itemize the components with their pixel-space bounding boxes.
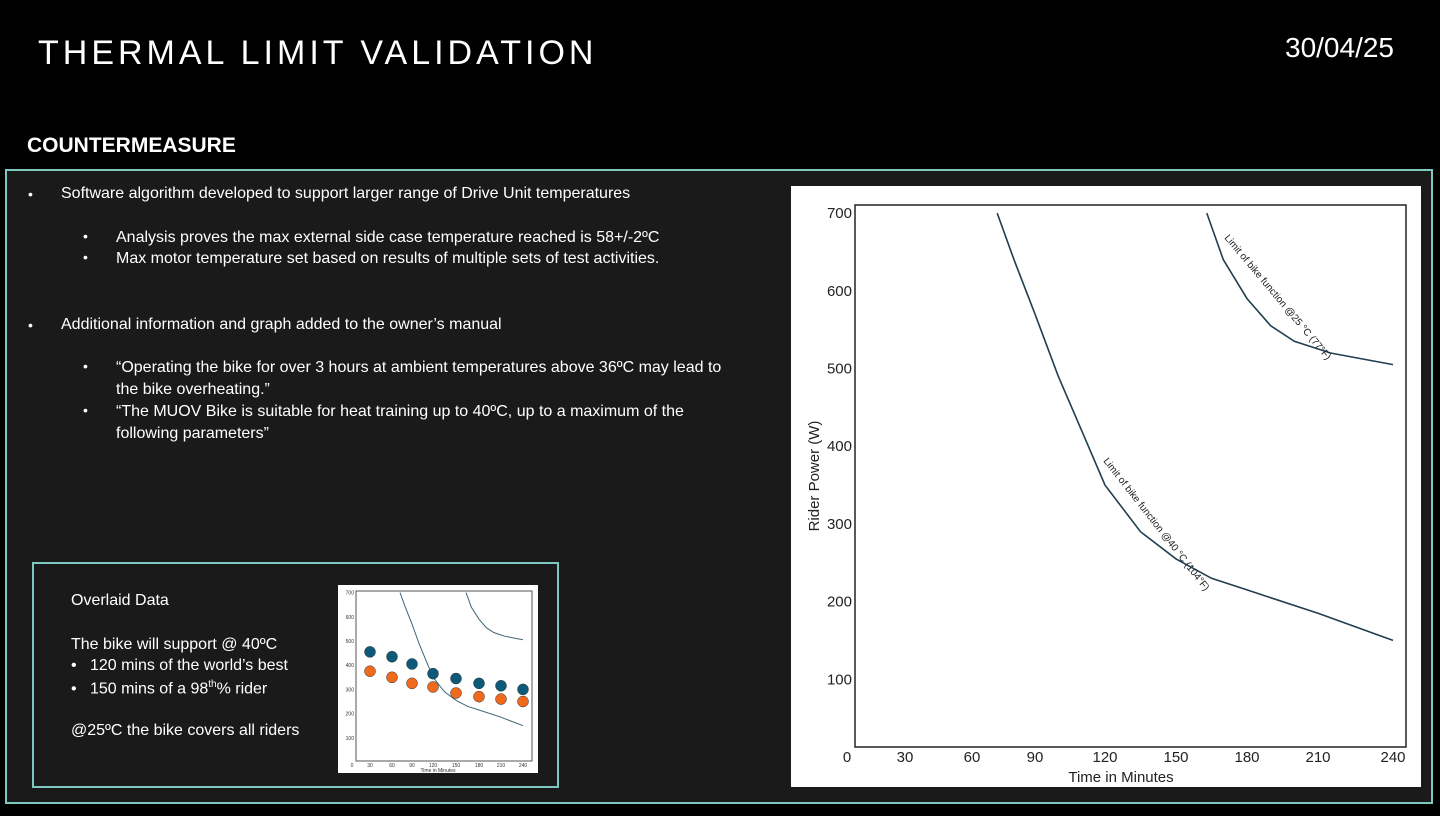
y-tick-label: 100 — [827, 671, 852, 688]
curve-label: Limit of bike function @25 °C (77°F) — [1222, 233, 1333, 363]
thumb-y-tick: 100 — [346, 736, 355, 742]
y-tick-label: 400 — [827, 438, 852, 455]
thumb-frame — [355, 590, 533, 762]
thumb-y-tick: 200 — [346, 712, 355, 718]
thumb-y-tick: 600 — [346, 615, 355, 621]
overlay-support: The bike will support @ 40ºC — [71, 636, 278, 653]
x-axis-label: Time in Minutes — [1068, 769, 1173, 786]
x-tick-label: 90 — [1027, 749, 1044, 766]
thumb-y-tick: 300 — [346, 687, 355, 693]
bullet-icon: • — [28, 186, 33, 202]
thumb-data-point — [386, 650, 398, 663]
sub-bullet-text: Analysis proves the max external side ca… — [116, 229, 660, 246]
thumb-x-label: Time in Minutes — [420, 768, 456, 773]
thumb-x-tick: 150 — [452, 763, 461, 769]
thumb-data-point — [406, 658, 418, 670]
thumb-data-point — [517, 695, 529, 708]
bullet-icon: • — [83, 249, 88, 265]
x-tick-label: 180 — [1234, 749, 1259, 766]
x-tick-label: 240 — [1380, 749, 1405, 766]
y-tick-label: 600 — [827, 283, 852, 300]
thumb-x-tick: 240 — [519, 763, 528, 769]
bullet-text: Additional information and graph added t… — [61, 316, 502, 333]
thumb-x-tick: 60 — [389, 763, 395, 769]
thumb-data-point — [517, 683, 529, 696]
bullet-icon: • — [28, 317, 33, 333]
overlay-item-text: % rider — [216, 680, 268, 698]
y-axis-label: Rider Power (W) — [806, 421, 823, 532]
thumb-data-point — [364, 665, 376, 677]
bullet-icon: • — [83, 228, 88, 244]
curve-label: Limit of bike function @40 °C (104°F) — [1101, 456, 1212, 593]
sub-bullet-text: “Operating the bike for over 3 hours at … — [116, 359, 722, 398]
y-tick-label: 300 — [827, 516, 852, 533]
overlaid-data-thumbnail: 0 30 60 90 120 150 180 210 240 100 200 300 400 500 600… — [338, 585, 538, 774]
thumb-x-tick: 210 — [497, 763, 506, 769]
thumb-limit-curve — [465, 592, 524, 641]
overlay-item: • 120 mins of the world’s best — [71, 657, 288, 674]
x-tick-label: 150 — [1163, 749, 1188, 766]
superscript: th — [208, 679, 217, 690]
x-tick-label: 60 — [964, 749, 981, 766]
overlay-item-text: 150 mins of a 98 — [89, 680, 209, 698]
overlay-item: • 150 mins of a 98th% rider — [71, 679, 268, 698]
slide-date: 30/04/25 — [1285, 32, 1394, 63]
bullet-icon: • — [83, 402, 88, 418]
thumb-data-point — [495, 680, 507, 692]
thumb-data-point — [473, 690, 485, 703]
thumbnail-chart: 0 30 60 90 120 150 180 210 240 100 200 300 400 500 600… — [346, 590, 533, 774]
y-tick-label: 200 — [827, 594, 852, 611]
thumb-x-tick: 0 — [351, 763, 354, 769]
sub-bullet-text: “The MUOV Bike is suitable for heat trai… — [116, 403, 684, 442]
thumb-y-tick: 400 — [346, 663, 355, 669]
section-title: COUNTERMEASURE — [27, 134, 236, 157]
thumb-x-tick: 180 — [475, 763, 484, 769]
x-tick-label: 30 — [897, 749, 914, 766]
plot-frame — [854, 204, 1407, 748]
thumb-x-tick: 120 — [429, 763, 438, 769]
x-tick-label: 210 — [1305, 749, 1330, 766]
limit-curve-25c — [1206, 212, 1394, 366]
overlay-note: @25ºC the bike covers all riders — [71, 722, 300, 739]
thumb-limit-curve — [399, 592, 524, 727]
main-chart-svg: 0 30 60 90 120 150 180 210 240 100 200 300 400 500 600… — [806, 204, 1407, 786]
thumb-x-tick: 30 — [367, 763, 373, 769]
thumb-data-point — [364, 646, 376, 658]
overlay-item-text: 120 mins of the world’s best — [89, 657, 288, 674]
thumb-data-point — [386, 671, 398, 684]
x-tick-label: 120 — [1092, 749, 1117, 766]
bullet-text: Software algorithm developed to support … — [61, 185, 631, 202]
thumb-y-tick: 700 — [346, 591, 355, 597]
y-tick-label: 700 — [827, 205, 852, 222]
thumb-data-point — [450, 687, 462, 699]
y-tick-label: 500 — [827, 361, 852, 378]
thumb-data-point — [450, 672, 462, 685]
overlay-title: Overlaid Data — [71, 592, 169, 609]
sub-bullet-text: Max motor temperature set based on resul… — [116, 250, 660, 267]
thumb-data-point — [427, 681, 439, 693]
slide-title: THERMAL LIMIT VALIDATION — [38, 34, 598, 72]
thumb-data-point — [495, 693, 507, 705]
thermal-limit-chart: 0 30 60 90 120 150 180 210 240 100 200 300 400 500 600… — [791, 186, 1421, 787]
thumb-data-point — [473, 677, 485, 690]
thumb-data-point — [406, 677, 418, 690]
thumb-x-tick: 90 — [409, 763, 415, 769]
limit-curve-40c — [996, 212, 1394, 642]
bullet-icon: • — [83, 358, 88, 374]
thumb-data-point — [427, 667, 439, 680]
thumb-y-tick: 500 — [346, 639, 355, 645]
x-tick-label: 0 — [843, 749, 851, 766]
